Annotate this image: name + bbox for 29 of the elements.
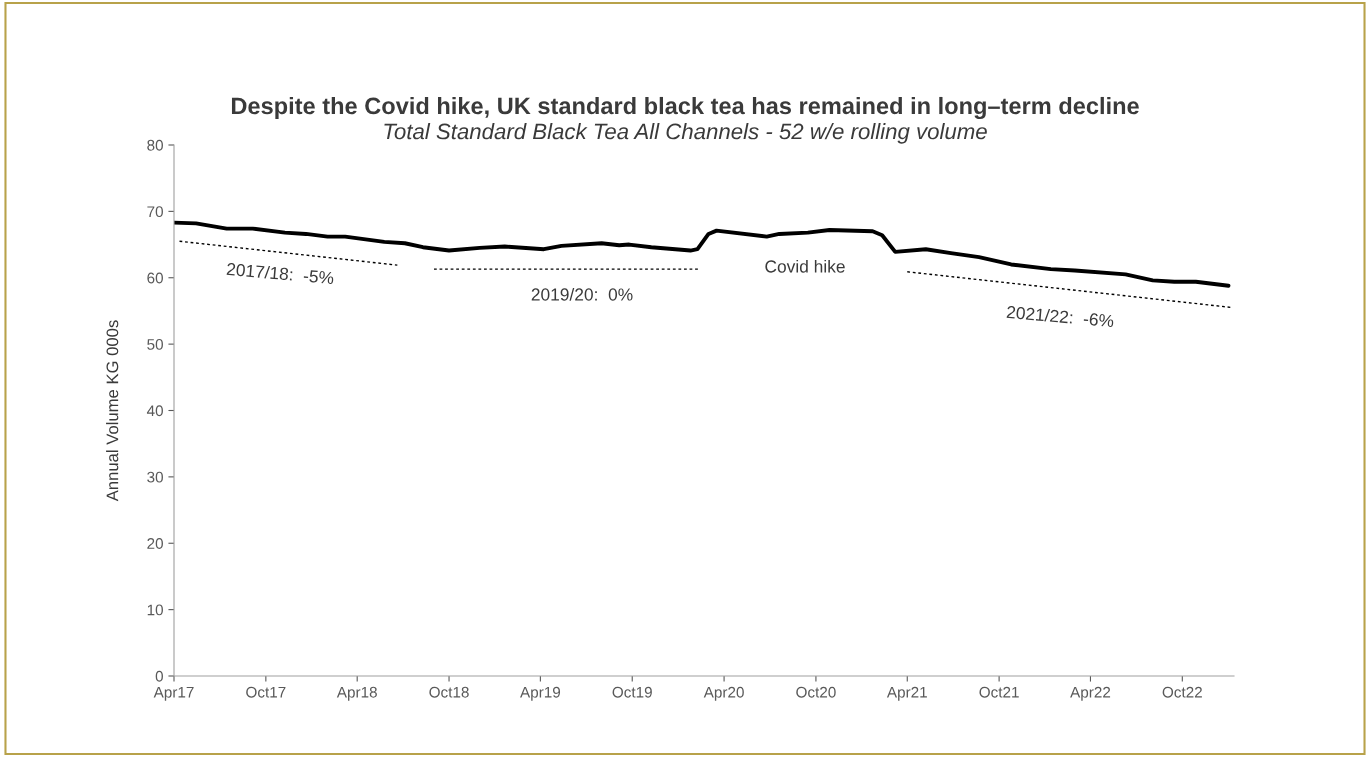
y-tick-label: 50 [147, 338, 163, 350]
y-axis-title: Annual Volume KG 000s [106, 320, 119, 502]
annotation: 2021/22: -6% [1006, 305, 1114, 328]
x-tick-label: Apr20 [703, 686, 744, 701]
y-tick-label: 40 [146, 405, 163, 417]
y-tick-label: 70 [147, 206, 163, 218]
annotation: 2017/18: -5% [226, 262, 334, 285]
x-tick-label: Oct17 [246, 686, 286, 698]
y-tick-label: 0 [155, 670, 163, 682]
annotation: Covid hike [765, 259, 845, 273]
y-tick-label: 20 [147, 538, 163, 549]
annotation: 2019/20: 0% [531, 287, 633, 301]
x-tick-label: Apr21 [886, 686, 927, 701]
x-tick-label: Oct20 [796, 686, 836, 698]
x-tick-label: Apr18 [336, 686, 377, 701]
x-tick-label: Apr22 [1070, 686, 1111, 701]
x-tick-label: Oct22 [1162, 686, 1202, 698]
y-tick-label: 80 [147, 139, 163, 151]
chart-subtitle: Total Standard Black Tea All Channels - 52 w/e rolling volume [384, 123, 987, 144]
y-tick-label: 30 [147, 471, 163, 483]
x-tick-label: Oct19 [612, 686, 652, 698]
x-tick-label: Apr19 [520, 686, 561, 701]
x-tick-label: Oct18 [429, 686, 469, 698]
chart-title: Despite the Covid hike, UK standard black tea has remained in long–term decline [231, 96, 1139, 120]
y-tick-label: 10 [147, 604, 163, 616]
x-tick-label: Oct21 [979, 686, 1019, 698]
line-series [174, 220, 1231, 288]
x-tick-label: Apr17 [153, 686, 194, 701]
y-tick-label: 60 [147, 272, 163, 284]
